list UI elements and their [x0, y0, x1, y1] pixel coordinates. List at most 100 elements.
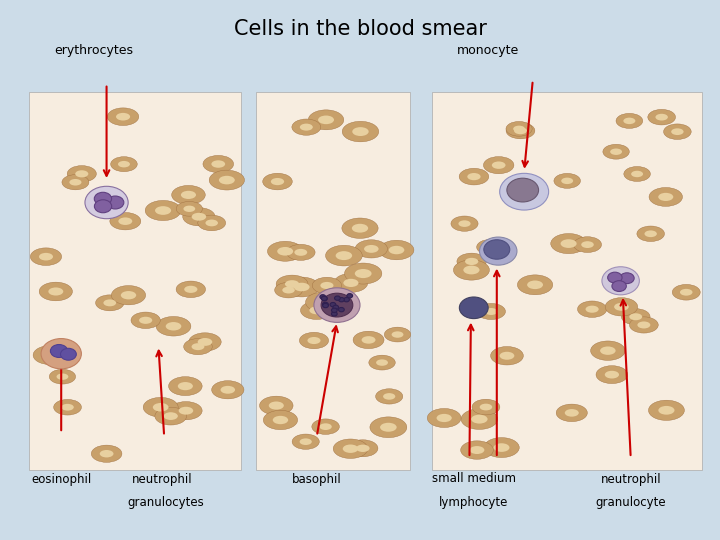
- Ellipse shape: [380, 423, 397, 432]
- Ellipse shape: [457, 253, 487, 269]
- Circle shape: [331, 312, 337, 316]
- Circle shape: [41, 339, 81, 369]
- Ellipse shape: [300, 438, 312, 445]
- Circle shape: [343, 298, 349, 302]
- Circle shape: [330, 302, 336, 307]
- Ellipse shape: [184, 286, 197, 293]
- Ellipse shape: [107, 108, 139, 125]
- Ellipse shape: [485, 308, 498, 315]
- Ellipse shape: [212, 381, 244, 399]
- Ellipse shape: [143, 397, 178, 417]
- Ellipse shape: [383, 393, 395, 400]
- Ellipse shape: [352, 224, 368, 233]
- Circle shape: [94, 192, 112, 205]
- Ellipse shape: [590, 341, 625, 360]
- Ellipse shape: [294, 249, 307, 256]
- Ellipse shape: [181, 191, 196, 199]
- Ellipse shape: [379, 240, 414, 260]
- Ellipse shape: [353, 331, 384, 349]
- Ellipse shape: [111, 157, 138, 172]
- Ellipse shape: [469, 446, 485, 454]
- Ellipse shape: [57, 374, 68, 380]
- Ellipse shape: [500, 352, 514, 360]
- Ellipse shape: [267, 241, 303, 261]
- Ellipse shape: [467, 173, 481, 180]
- Ellipse shape: [166, 322, 181, 330]
- Circle shape: [338, 298, 344, 302]
- Ellipse shape: [637, 321, 650, 328]
- Ellipse shape: [273, 416, 288, 424]
- Ellipse shape: [494, 443, 510, 452]
- Text: granulocytes: granulocytes: [127, 496, 204, 509]
- Circle shape: [620, 273, 634, 284]
- Ellipse shape: [352, 127, 369, 136]
- Ellipse shape: [621, 309, 650, 325]
- Ellipse shape: [300, 301, 333, 320]
- Ellipse shape: [156, 316, 191, 336]
- Ellipse shape: [629, 317, 658, 333]
- Ellipse shape: [131, 312, 161, 328]
- Circle shape: [60, 348, 76, 360]
- Ellipse shape: [189, 333, 221, 351]
- Circle shape: [500, 173, 549, 210]
- Ellipse shape: [294, 283, 310, 291]
- Ellipse shape: [308, 110, 343, 130]
- Ellipse shape: [603, 144, 629, 159]
- Ellipse shape: [574, 237, 601, 253]
- Ellipse shape: [484, 437, 519, 457]
- Ellipse shape: [333, 439, 368, 458]
- Circle shape: [94, 200, 112, 213]
- Circle shape: [321, 293, 353, 317]
- Circle shape: [612, 281, 626, 292]
- Ellipse shape: [42, 351, 58, 359]
- FancyBboxPatch shape: [432, 92, 702, 470]
- Ellipse shape: [492, 161, 505, 169]
- Ellipse shape: [39, 282, 73, 301]
- Ellipse shape: [561, 239, 577, 248]
- Ellipse shape: [513, 126, 525, 132]
- Ellipse shape: [203, 156, 233, 173]
- Ellipse shape: [210, 170, 245, 190]
- Ellipse shape: [91, 445, 122, 462]
- Ellipse shape: [263, 173, 292, 190]
- Ellipse shape: [305, 292, 342, 313]
- Ellipse shape: [605, 371, 619, 379]
- Ellipse shape: [348, 440, 378, 457]
- Ellipse shape: [465, 258, 478, 265]
- Ellipse shape: [282, 287, 294, 294]
- Ellipse shape: [62, 174, 89, 190]
- Ellipse shape: [581, 241, 594, 248]
- Ellipse shape: [472, 399, 500, 415]
- Ellipse shape: [658, 193, 673, 201]
- Text: basophil: basophil: [292, 472, 342, 485]
- Ellipse shape: [606, 298, 638, 316]
- Ellipse shape: [648, 110, 675, 125]
- Ellipse shape: [179, 407, 193, 415]
- Ellipse shape: [104, 299, 116, 306]
- FancyBboxPatch shape: [256, 92, 410, 470]
- Ellipse shape: [155, 206, 171, 215]
- Ellipse shape: [464, 266, 480, 274]
- Ellipse shape: [325, 245, 362, 266]
- Circle shape: [459, 297, 488, 319]
- Ellipse shape: [644, 231, 657, 237]
- Ellipse shape: [471, 415, 487, 423]
- Circle shape: [323, 302, 328, 307]
- Circle shape: [333, 305, 338, 309]
- Ellipse shape: [121, 291, 136, 299]
- Circle shape: [323, 303, 328, 308]
- Circle shape: [320, 295, 325, 299]
- Ellipse shape: [451, 216, 478, 231]
- Ellipse shape: [269, 401, 284, 410]
- Ellipse shape: [274, 282, 302, 298]
- Ellipse shape: [171, 185, 205, 204]
- Ellipse shape: [170, 402, 202, 420]
- Circle shape: [602, 267, 639, 295]
- Ellipse shape: [259, 396, 293, 415]
- Ellipse shape: [39, 253, 53, 260]
- Circle shape: [507, 178, 539, 202]
- Ellipse shape: [343, 444, 359, 453]
- Ellipse shape: [118, 218, 132, 225]
- Ellipse shape: [477, 303, 505, 320]
- Ellipse shape: [310, 306, 324, 314]
